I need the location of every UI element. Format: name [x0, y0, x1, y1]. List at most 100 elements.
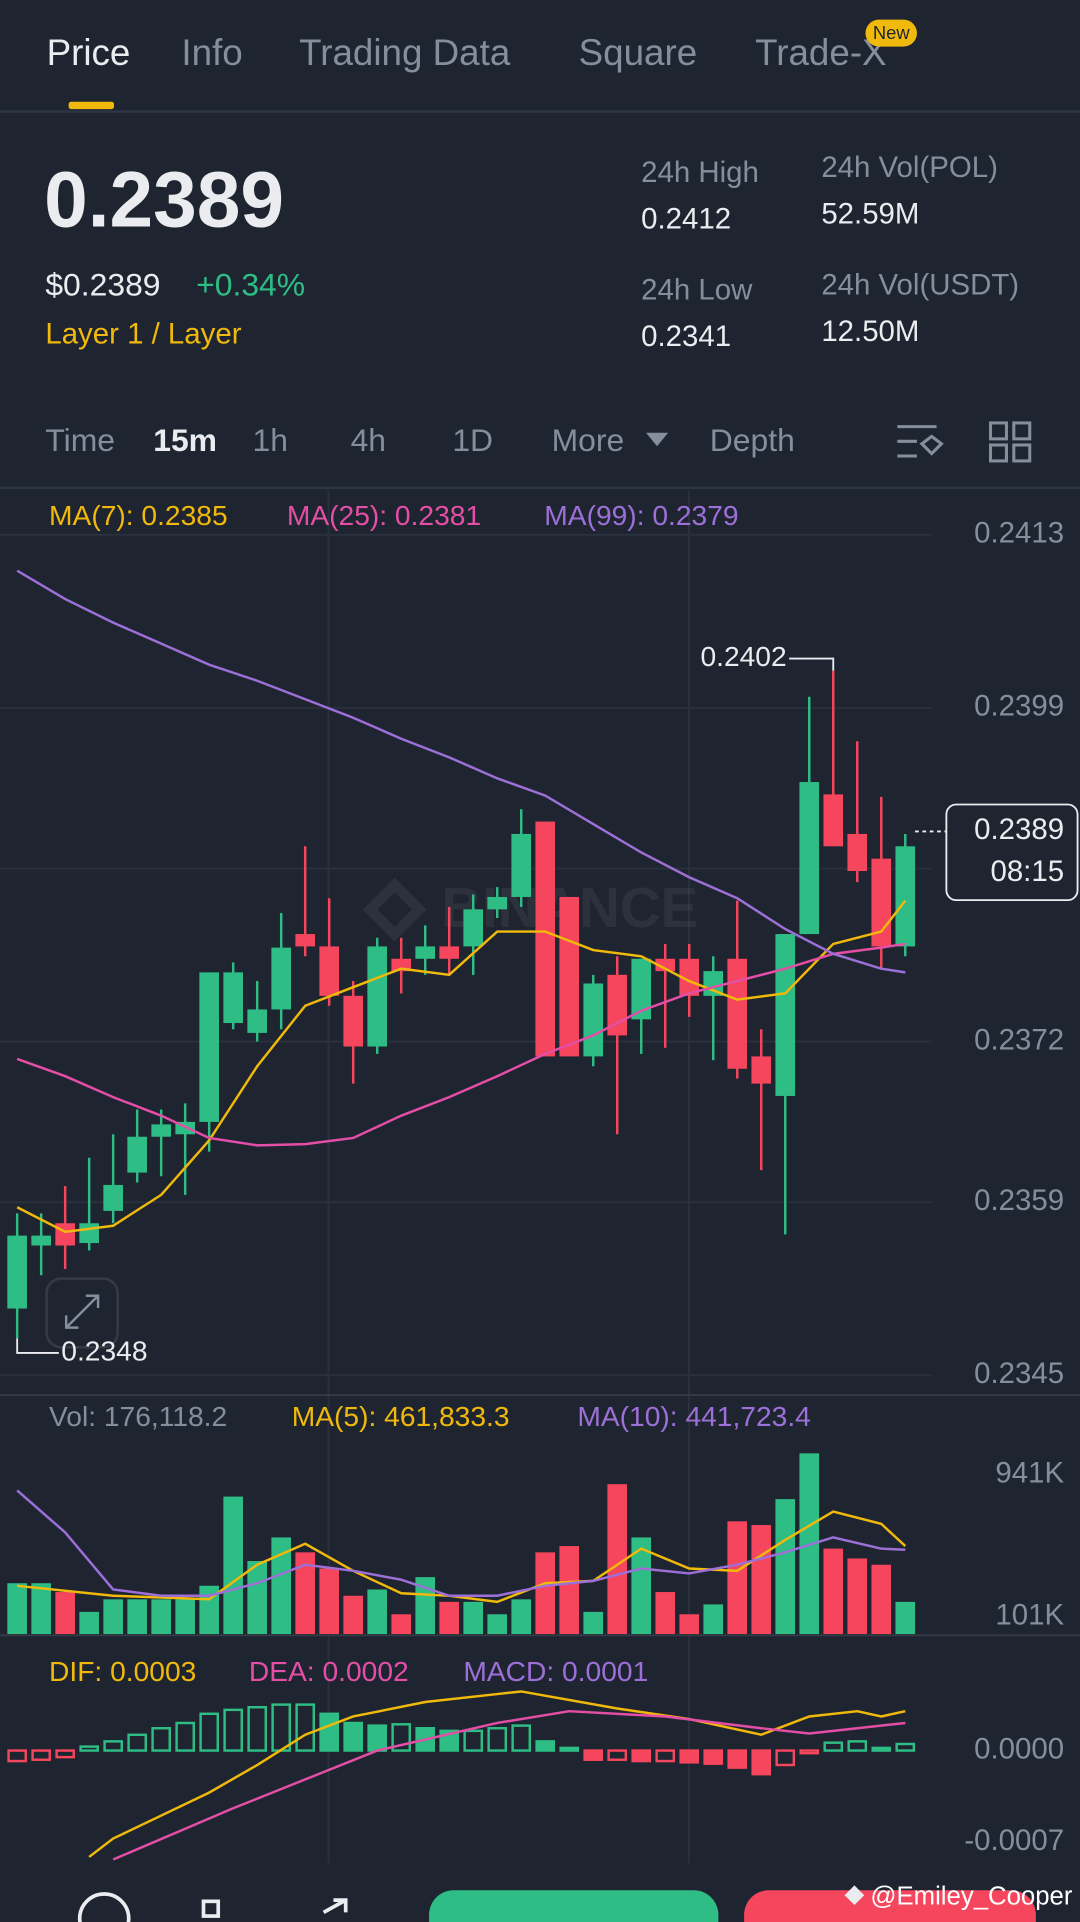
annotation-leader	[789, 657, 835, 671]
buy-button[interactable]	[429, 1890, 719, 1922]
candle-body	[823, 794, 844, 847]
stat-value: 0.2341	[641, 320, 731, 353]
nav-icon[interactable]	[77, 1892, 131, 1922]
candle-body	[79, 1223, 99, 1244]
macd-bar	[823, 1741, 844, 1752]
timeframe[interactable]: 4h	[351, 422, 386, 458]
volume-bar	[775, 1499, 796, 1635]
macd-bar	[295, 1703, 316, 1752]
candle-body	[55, 1223, 75, 1246]
volume-bar	[295, 1552, 316, 1635]
volume-bar	[367, 1589, 388, 1635]
volume-bar	[103, 1599, 123, 1635]
volume-bar	[703, 1604, 724, 1635]
macd-bar	[487, 1727, 508, 1752]
annotation-leader	[16, 1338, 59, 1354]
macd-bar	[727, 1749, 748, 1769]
tab[interactable]: Price	[47, 32, 131, 73]
tab[interactable]: Trade-X	[755, 32, 886, 73]
volume-bar	[391, 1614, 412, 1635]
macd-bar	[7, 1749, 27, 1763]
macd-bar	[199, 1712, 219, 1752]
macd-bar	[463, 1729, 484, 1752]
watermark-logo	[362, 877, 427, 942]
tab[interactable]: Info	[181, 32, 242, 73]
volume-bar	[343, 1595, 364, 1635]
ma-line	[16, 942, 906, 1147]
candle-body	[223, 972, 243, 1024]
macd-bar	[679, 1749, 700, 1764]
low-annotation: 0.2348	[61, 1334, 147, 1366]
volume-bar	[175, 1599, 195, 1635]
candle-body	[655, 958, 676, 972]
stat-label: 24h Vol(POL)	[821, 151, 998, 184]
sell-button[interactable]	[744, 1890, 1036, 1922]
countdown-label: 08:15	[990, 855, 1064, 888]
ma-line	[16, 1489, 906, 1597]
volume-bar	[679, 1614, 700, 1635]
last-price-box	[945, 803, 1079, 902]
stat-value: 0.2412	[641, 202, 731, 235]
timeframe[interactable]: 1h	[253, 422, 288, 458]
footer-logo	[844, 1885, 865, 1906]
macd-bar	[751, 1749, 772, 1776]
volume-bar	[559, 1546, 580, 1635]
candle-body	[751, 1056, 772, 1084]
timeframe[interactable]: 15m	[153, 422, 217, 458]
y-tick-label: 0.2399	[974, 690, 1064, 723]
stat-label: 24h High	[641, 156, 759, 189]
stat-label: 24h Low	[641, 274, 753, 307]
volume-bar	[847, 1558, 868, 1635]
candle-body	[7, 1235, 27, 1309]
stat-value: 12.50M	[821, 315, 919, 348]
macd-bar	[847, 1740, 868, 1752]
legend-entry: DIF: 0.0003	[49, 1655, 196, 1687]
legend-entry: MA(5): 461,833.3	[292, 1400, 510, 1432]
timeframe[interactable]: 1D	[452, 422, 493, 458]
candle-body	[247, 1009, 267, 1033]
macd-bar	[655, 1749, 676, 1763]
legend-entry: MA(99): 0.2379	[544, 499, 738, 531]
candle-body	[679, 958, 700, 996]
badge-text: New	[873, 22, 910, 43]
tab[interactable]: Square	[579, 32, 698, 73]
ma-line	[88, 1690, 906, 1858]
macd-bar	[151, 1727, 171, 1752]
candle-body	[31, 1235, 51, 1246]
plot-area	[7, 1453, 916, 1635]
timeframe[interactable]: Depth	[710, 422, 795, 458]
candle-body	[463, 909, 484, 947]
y-tick-label: 0.0000	[974, 1732, 1064, 1765]
volume-bar	[415, 1577, 436, 1635]
tab[interactable]: Trading Data	[299, 32, 511, 73]
macd-bar	[583, 1749, 604, 1761]
ma-line	[16, 899, 907, 1234]
layout-icon[interactable]	[988, 421, 1032, 463]
legend-entry: MA(10): 441,723.4	[577, 1400, 810, 1432]
macd-bar	[631, 1749, 652, 1763]
high-annotation: 0.2402	[700, 640, 786, 672]
candle-body	[727, 958, 748, 1069]
volume-bar	[631, 1537, 652, 1635]
nav-icon[interactable]	[201, 1899, 221, 1918]
macd-bar	[223, 1708, 243, 1752]
timeframe[interactable]: More	[552, 422, 625, 458]
candle-body	[895, 846, 916, 947]
macd-bar	[511, 1724, 532, 1752]
settings-icon[interactable]	[897, 425, 944, 458]
usd-price: $0.2389	[45, 266, 160, 302]
category-tag[interactable]: Layer 1 / Layer	[45, 318, 241, 351]
nav-icon[interactable]	[322, 1898, 348, 1914]
macd-bar	[31, 1749, 51, 1761]
volume-bar	[655, 1592, 676, 1635]
y-tick-label: 0.2372	[974, 1023, 1064, 1056]
legend-entry: MA(25): 0.2381	[287, 499, 481, 531]
macd-bar	[775, 1749, 796, 1767]
expand-button[interactable]	[45, 1277, 119, 1349]
candle-body	[487, 896, 508, 910]
macd-bar	[871, 1746, 892, 1752]
last-price-label: 0.2389	[974, 813, 1064, 846]
timeframe[interactable]: Time	[45, 422, 115, 458]
candle-body	[535, 821, 556, 1057]
